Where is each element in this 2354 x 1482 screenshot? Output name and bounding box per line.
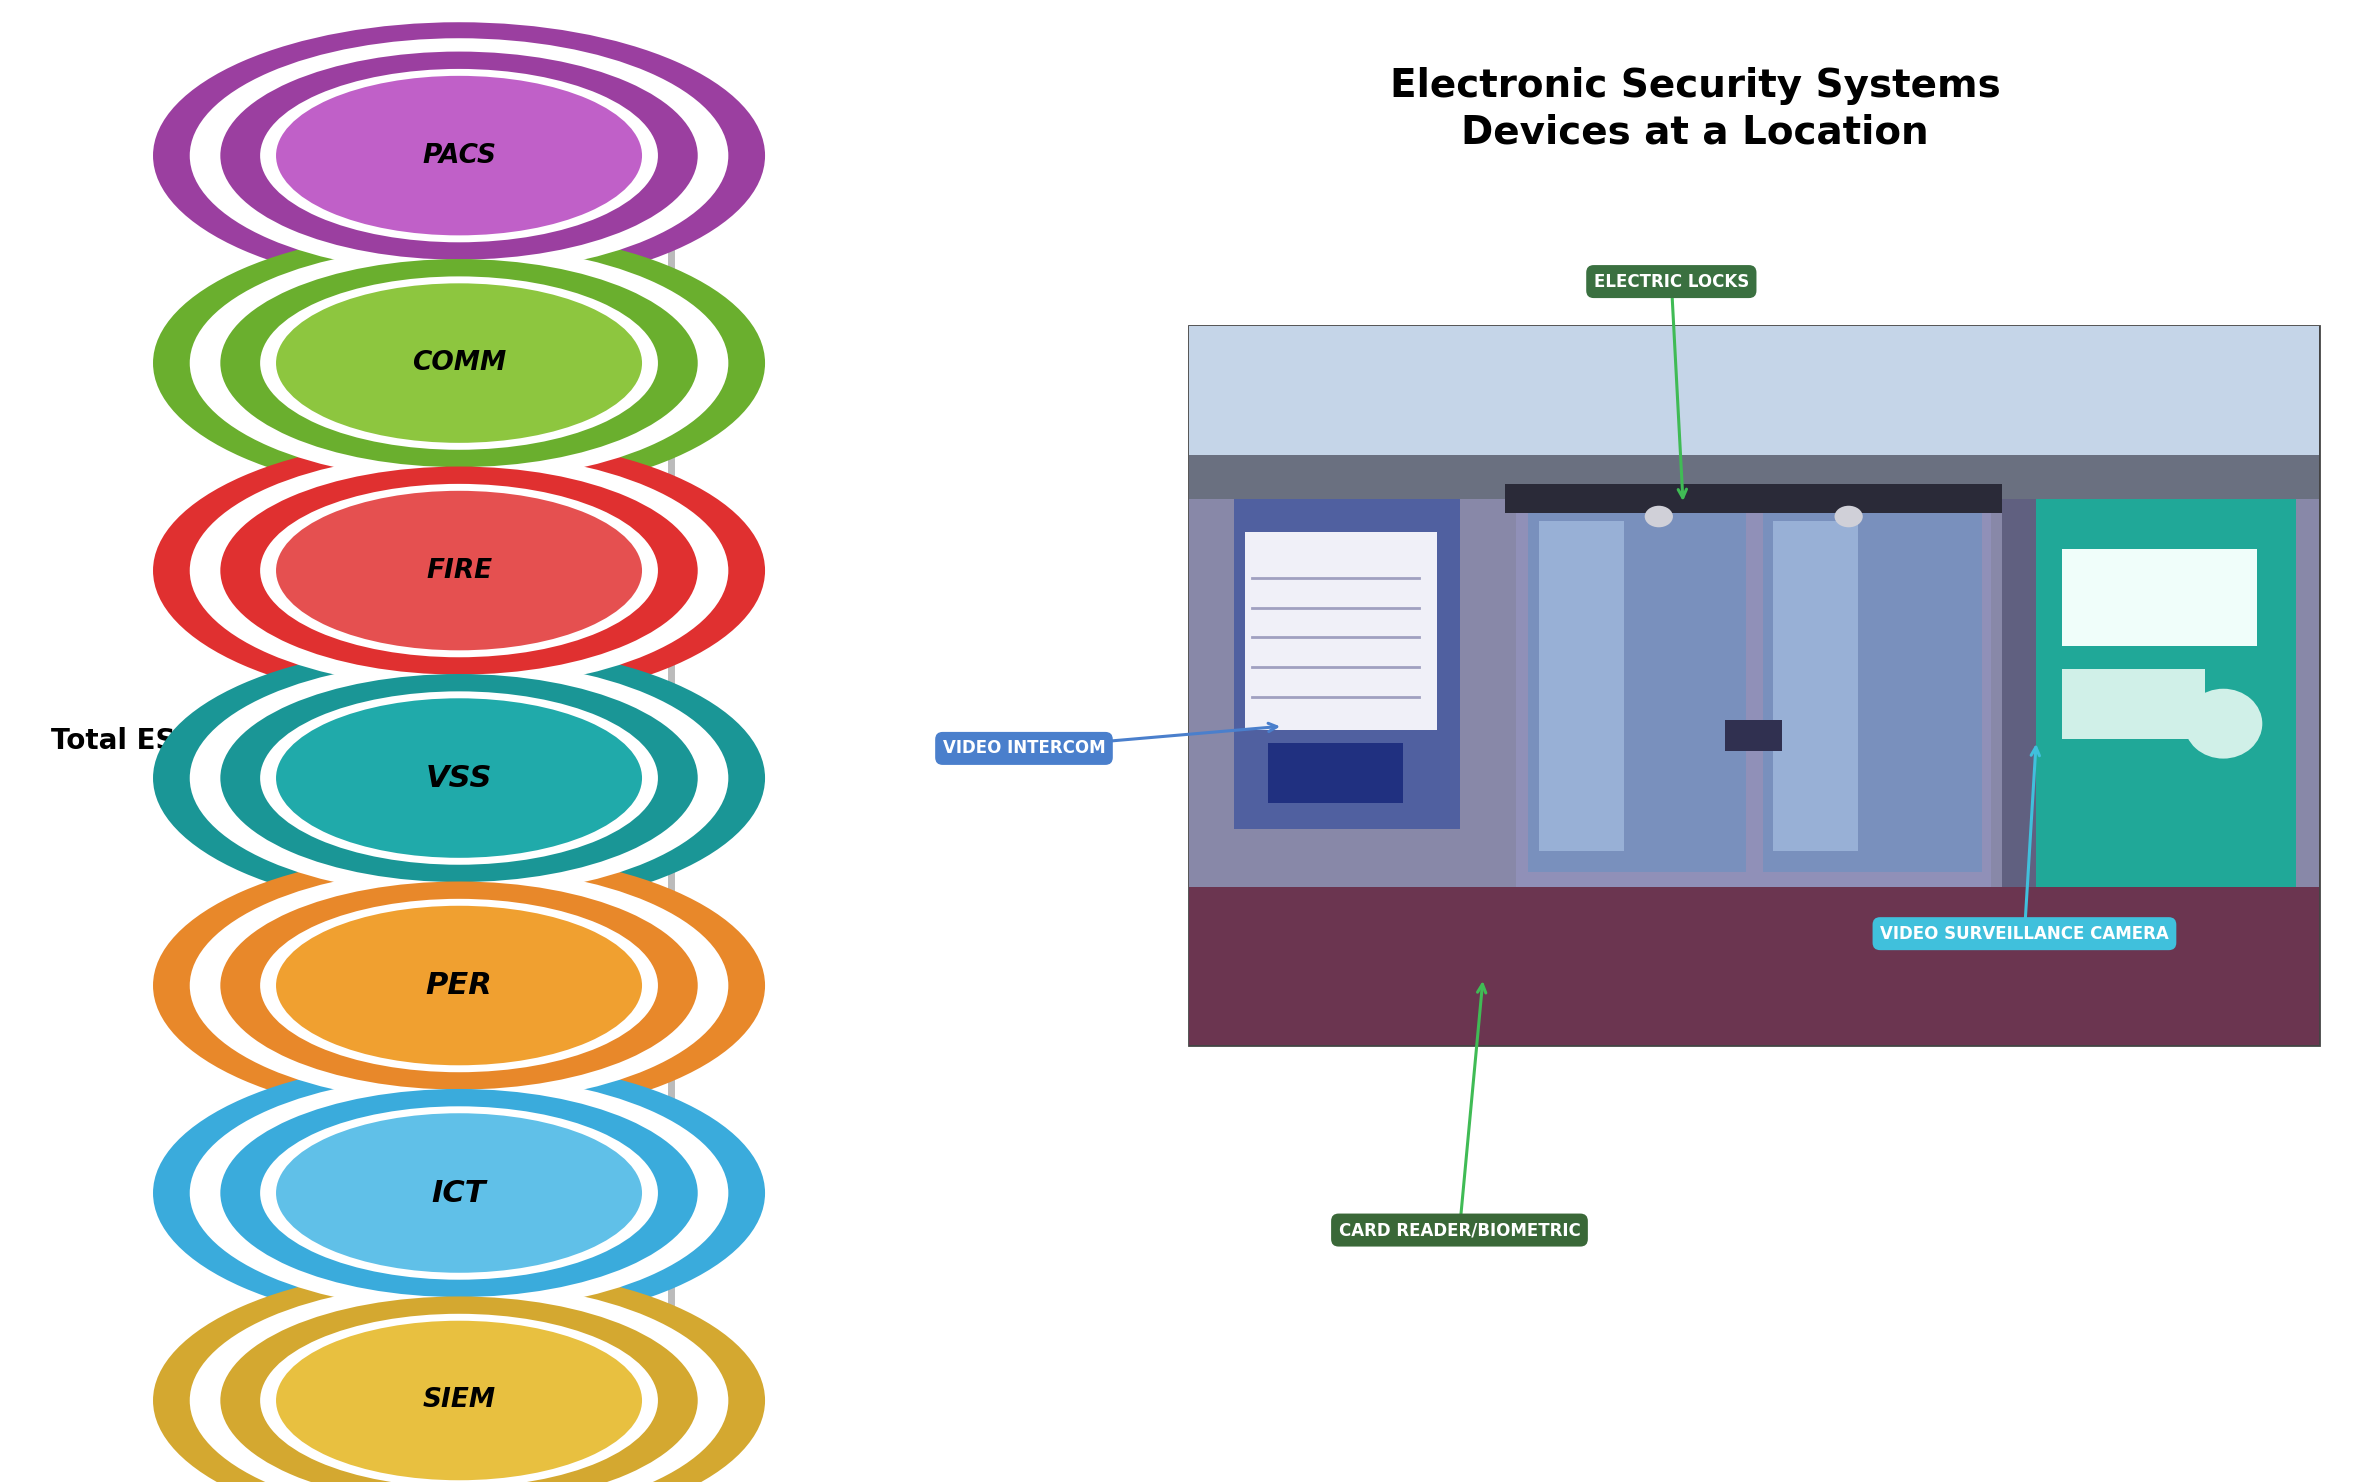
Ellipse shape (221, 467, 697, 674)
FancyBboxPatch shape (1269, 742, 1403, 803)
FancyBboxPatch shape (1725, 720, 1782, 751)
FancyBboxPatch shape (2003, 498, 2036, 886)
FancyBboxPatch shape (1233, 498, 1459, 830)
Text: FIRE: FIRE (426, 557, 492, 584)
Text: ICT: ICT (431, 1178, 487, 1208)
Ellipse shape (153, 1267, 765, 1482)
Ellipse shape (275, 698, 643, 858)
Ellipse shape (275, 1320, 643, 1481)
Ellipse shape (261, 1106, 657, 1279)
Ellipse shape (221, 1297, 697, 1482)
Text: ELECTRIC LOCKS: ELECTRIC LOCKS (1594, 273, 1749, 290)
Ellipse shape (153, 1060, 765, 1326)
Ellipse shape (1834, 505, 1862, 528)
Ellipse shape (261, 898, 657, 1073)
Ellipse shape (275, 1113, 643, 1273)
Ellipse shape (153, 645, 765, 911)
Ellipse shape (221, 52, 697, 259)
FancyBboxPatch shape (1504, 485, 2003, 513)
FancyBboxPatch shape (1189, 455, 2319, 498)
Ellipse shape (191, 1076, 727, 1310)
Ellipse shape (191, 1283, 727, 1482)
Ellipse shape (261, 70, 657, 242)
Text: Total ESS: Total ESS (52, 728, 193, 754)
Text: VSS: VSS (426, 763, 492, 793)
Ellipse shape (275, 906, 643, 1066)
Ellipse shape (261, 483, 657, 658)
Ellipse shape (275, 76, 643, 236)
Ellipse shape (191, 661, 727, 895)
FancyBboxPatch shape (1540, 520, 1624, 851)
Ellipse shape (221, 1089, 697, 1297)
FancyBboxPatch shape (1763, 507, 1982, 873)
Ellipse shape (2185, 689, 2262, 759)
Ellipse shape (191, 39, 727, 273)
Ellipse shape (153, 22, 765, 289)
Ellipse shape (275, 283, 643, 443)
Text: VIDEO INTERCOM: VIDEO INTERCOM (942, 740, 1106, 757)
FancyBboxPatch shape (1516, 498, 1991, 886)
Text: COMM: COMM (412, 350, 506, 376)
Ellipse shape (261, 277, 657, 449)
Ellipse shape (191, 868, 727, 1103)
FancyBboxPatch shape (1189, 498, 2319, 886)
Ellipse shape (221, 259, 697, 467)
Ellipse shape (221, 882, 697, 1089)
Text: PER: PER (426, 971, 492, 1000)
FancyBboxPatch shape (2036, 498, 2295, 886)
Text: Electronic Security Systems
Devices at a Location: Electronic Security Systems Devices at a… (1389, 67, 2001, 151)
Text: VIDEO SURVEILLANCE CAMERA: VIDEO SURVEILLANCE CAMERA (1881, 925, 2168, 943)
Ellipse shape (153, 852, 765, 1119)
Ellipse shape (261, 691, 657, 865)
Text: CARD READER/BIOMETRIC: CARD READER/BIOMETRIC (1339, 1221, 1580, 1239)
FancyBboxPatch shape (1189, 326, 2319, 455)
FancyBboxPatch shape (1189, 326, 2319, 1045)
Ellipse shape (191, 246, 727, 480)
Ellipse shape (191, 453, 727, 688)
Ellipse shape (261, 1315, 657, 1482)
FancyBboxPatch shape (1245, 532, 1438, 731)
FancyBboxPatch shape (1189, 886, 2319, 1045)
FancyBboxPatch shape (1528, 507, 1747, 873)
Text: SIEM: SIEM (421, 1387, 497, 1414)
Ellipse shape (275, 491, 643, 651)
Ellipse shape (221, 674, 697, 882)
Ellipse shape (153, 230, 765, 496)
FancyBboxPatch shape (1773, 520, 1857, 851)
Ellipse shape (1645, 505, 1674, 528)
FancyBboxPatch shape (2062, 670, 2206, 740)
FancyBboxPatch shape (2062, 548, 2257, 646)
Text: PACS: PACS (421, 142, 497, 169)
Ellipse shape (153, 437, 765, 704)
